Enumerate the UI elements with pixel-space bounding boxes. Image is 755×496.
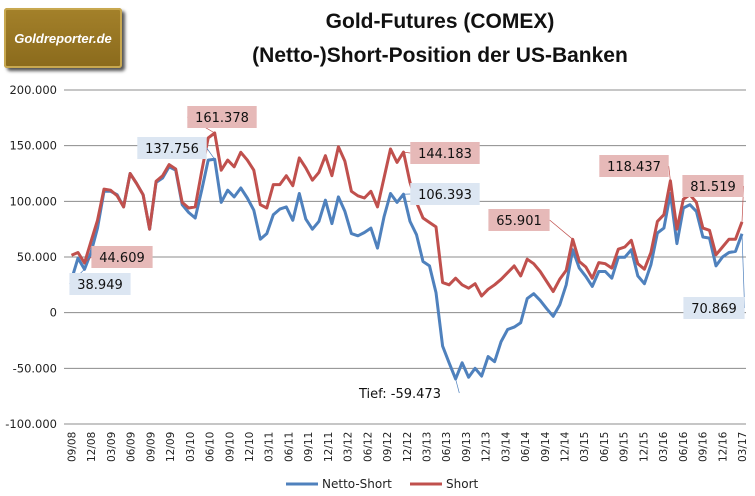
annotation-box [682,175,744,197]
x-tick-label: 09/08 [67,432,79,462]
x-tick-label: 12/12 [402,432,414,462]
x-tick-label: 03/11 [264,432,276,462]
x-tick-label: 09/11 [303,432,315,462]
series-line-short [70,131,744,298]
x-tick-label: 09/14 [540,431,552,462]
goldreporter-logo: Goldreporter.de [4,8,122,68]
x-tick-label: 06/14 [520,431,532,462]
x-tick-label: 12/08 [86,432,98,462]
x-tick-label: 03/16 [658,431,670,462]
annotation-leader [84,256,92,264]
series-line-netto-short [70,157,744,381]
annotation-leader [668,165,671,181]
annotation-box [683,297,745,319]
annotation-label: 144.183 [418,147,472,162]
x-tick-label: 03/09 [106,432,118,462]
annotation-leader [455,378,460,394]
annotation-leader [549,219,573,240]
x-tick-label: 03/12 [343,432,355,462]
annotation-box [410,142,480,164]
x-tick-label: 09/16 [698,431,710,462]
annotation-label: 44.609 [99,251,145,266]
legend-label: Netto-Short [322,477,392,491]
x-tick-label: 12/14 [560,431,572,462]
x-tick-label: 06/13 [441,432,453,462]
annotation-label: Tief: -59.473 [358,387,441,402]
annotation-box [488,209,550,231]
chart-title-line-2: (Netto-)Short-Position der US-Banken [252,44,628,67]
x-tick-label: 06/15 [599,432,611,462]
legend-label: Short [446,477,478,491]
x-tick-label: 03/14 [500,431,512,462]
x-tick-label: 12/10 [244,432,256,462]
annotation-label: 118.437 [607,160,661,175]
annotation-label: 81.519 [690,180,736,195]
annotation-label: 38.949 [77,278,123,293]
x-tick-label: 06/16 [678,431,690,462]
x-tick-label: 09/10 [224,432,236,462]
annotation-label: 106.393 [418,188,472,203]
x-tick-label: 09/13 [461,432,473,462]
annotation-box [187,106,257,128]
x-tick-label: 12/11 [323,432,335,462]
x-tick-label: 03/10 [185,432,197,462]
annotation-box [137,137,207,159]
x-tick-label: 12/13 [481,432,493,462]
x-tick-label: 09/09 [145,432,157,462]
x-tick-label: 06/12 [362,432,374,462]
annotation-box [410,183,480,205]
x-tick-label: 03/15 [579,432,591,462]
y-tick-label: 50.000 [17,250,57,264]
annotation-leader [741,233,745,309]
x-tick-label: 12/15 [638,432,650,462]
x-tick-label: 12/16 [717,431,729,462]
x-tick-label: 03/13 [421,432,433,462]
x-tick-label: 06/11 [283,432,295,462]
x-tick-label: 09/12 [382,432,394,462]
annotation-leader [403,151,411,154]
x-tick-label: 12/09 [165,432,177,462]
y-tick-label: 0 [50,306,57,320]
annotation-box [91,246,153,268]
annotation-label: 65.901 [496,214,542,229]
annotation-label: 161.378 [195,111,249,126]
y-tick-label: 200.000 [9,83,57,97]
y-tick-label: 100.000 [9,194,57,208]
annotation-box [69,273,131,295]
y-tick-label: -100.000 [5,417,57,431]
x-tick-label: 06/09 [126,432,138,462]
y-tick-label: 150.000 [9,139,57,153]
x-tick-label: 03/17 [737,432,749,462]
x-tick-label: 09/15 [619,432,631,462]
annotation-leader [206,147,215,160]
annotation-box [599,155,669,177]
chart-title-line-1: Gold-Futures (COMEX) [325,10,555,33]
x-tick-label: 06/10 [205,432,217,462]
y-tick-label: -50.000 [13,361,57,375]
annotation-label: 137.756 [145,142,199,157]
annotation-label: 70.869 [691,302,737,317]
